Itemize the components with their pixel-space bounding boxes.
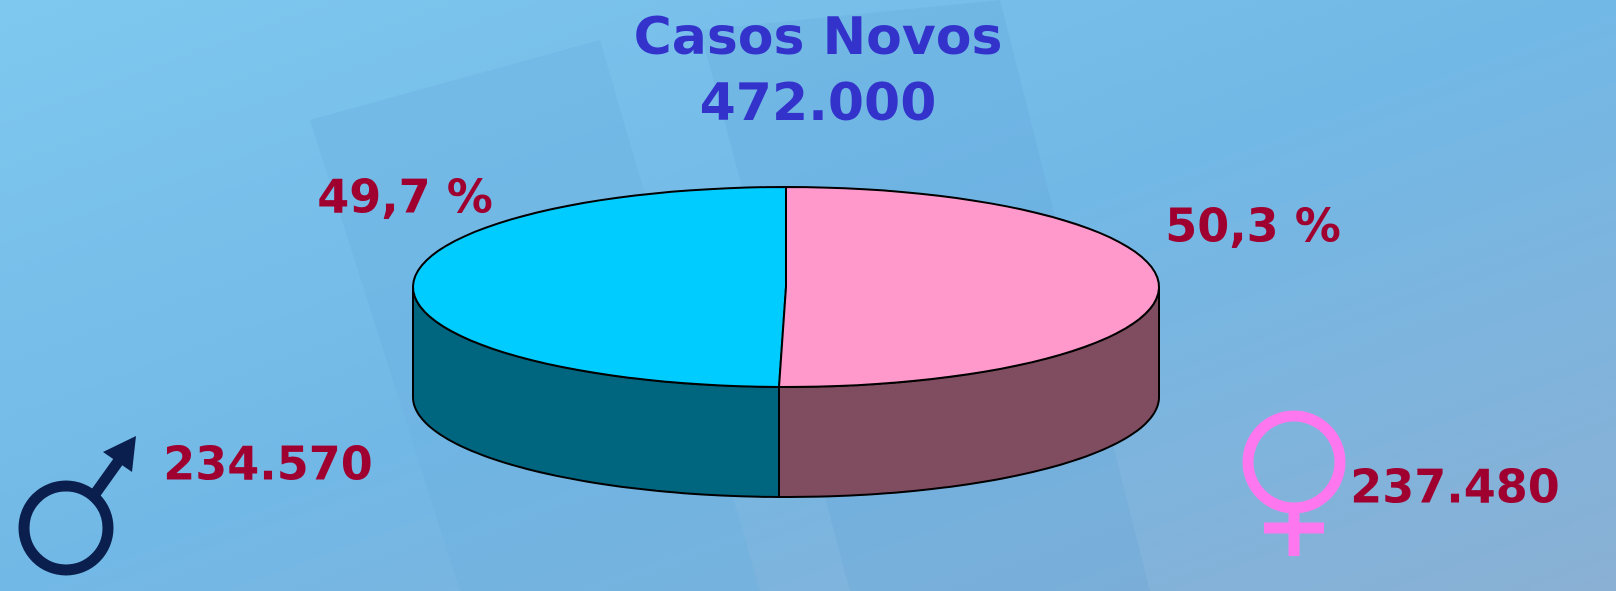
pie-slice bbox=[777, 185, 1161, 389]
male-symbol bbox=[18, 436, 136, 576]
value-label: 49,7 % bbox=[317, 170, 493, 224]
chart-title: Casos Novos bbox=[634, 7, 1003, 67]
count-label: 234.570 bbox=[163, 437, 373, 491]
pie-slice bbox=[411, 185, 787, 389]
female-symbol bbox=[1242, 410, 1346, 556]
chart-subtitle: 472.000 bbox=[700, 73, 937, 133]
count-label: 237.480 bbox=[1350, 460, 1560, 514]
value-label: 50,3 % bbox=[1165, 199, 1341, 253]
